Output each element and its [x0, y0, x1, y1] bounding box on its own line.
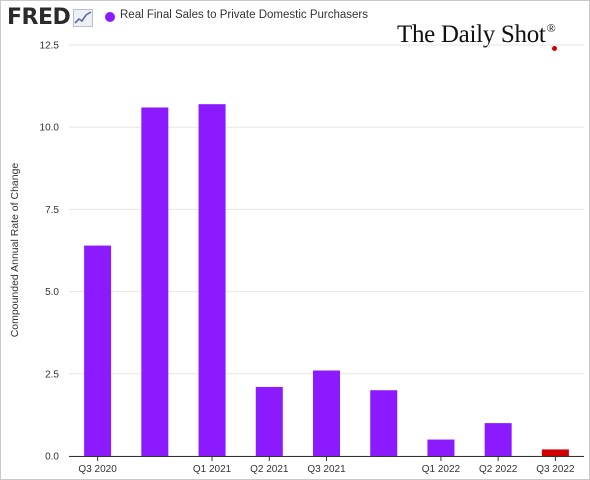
x-tick-label: Q2 2022: [479, 464, 518, 475]
brand-registered-mark: ®: [546, 21, 556, 35]
chart-line-icon: [73, 9, 93, 27]
bar-q3-2022[interactable]: [541, 449, 569, 456]
y-tick-label: 10.0: [40, 123, 60, 134]
y-tick-label: 7.5: [45, 205, 59, 216]
legend-swatch: [105, 12, 115, 22]
x-tick-label: Q2 2021: [250, 464, 289, 475]
bar-q2-2022[interactable]: [484, 423, 512, 456]
brand-logo: The Daily Shot®: [397, 21, 556, 49]
y-tick-label: 2.5: [45, 369, 59, 380]
bar-q3-2020[interactable]: [84, 245, 112, 456]
bar-q3-2021[interactable]: [313, 370, 340, 456]
bar-q2-2021[interactable]: [255, 386, 283, 456]
bar-q4-2020[interactable]: [141, 107, 169, 457]
x-tick-label: Q1 2022: [422, 464, 461, 475]
y-tick-label: 12.5: [40, 41, 60, 52]
brand-dot-icon: [552, 46, 557, 51]
brand-name: The Daily Shot: [397, 21, 546, 48]
x-tick-label: Q1 2021: [193, 464, 232, 475]
bar-q4-2021[interactable]: [370, 390, 398, 456]
y-tick-label: 5.0: [45, 287, 59, 298]
x-tick-label: Q3 2021: [307, 464, 346, 475]
x-tick-label: Q3 2022: [536, 464, 575, 475]
fred-logo: FRED: [7, 5, 71, 30]
bar-q1-2022[interactable]: [427, 439, 455, 456]
x-tick-label: Q3 2020: [78, 464, 117, 475]
legend-label: Real Final Sales to Private Domestic Pur…: [120, 9, 368, 21]
bar-q1-2021[interactable]: [198, 104, 226, 457]
y-tick-label: 0.0: [45, 452, 59, 463]
